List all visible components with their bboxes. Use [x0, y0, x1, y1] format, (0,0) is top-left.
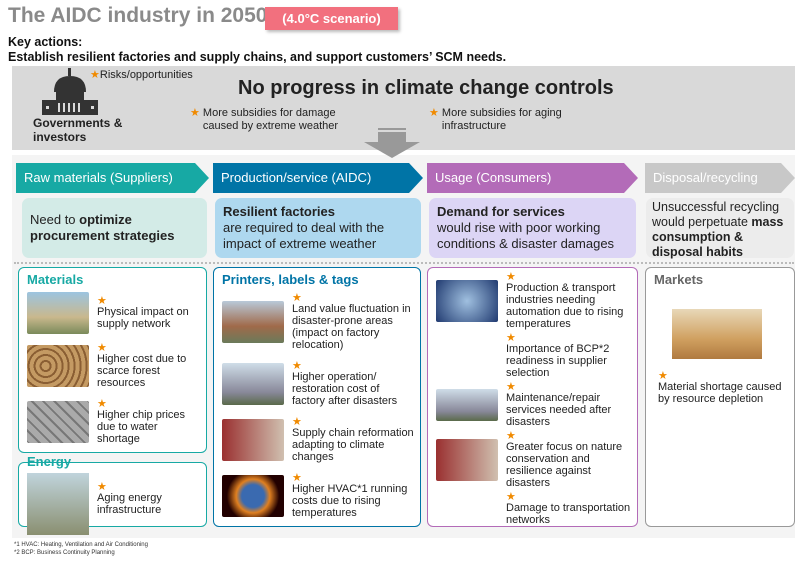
supply-network-image [27, 292, 89, 335]
star-icon: ★ [97, 342, 107, 355]
factory-image [222, 300, 284, 343]
risk-item: ★ Physical impact on supply network [97, 295, 200, 331]
desc-text: are required to deal with the impact of … [223, 220, 385, 251]
markets-box: Markets ★ Material shortage caused by res… [645, 267, 795, 527]
star-icon: ★ [506, 332, 516, 344]
band-point: ★ More subsidies for aging infrastructur… [429, 107, 579, 133]
footnote: *1 HVAC: Heating, Ventilation and Air Co… [14, 542, 148, 548]
star-icon: ★ [292, 415, 302, 428]
band-point: ★ More subsidies for damage caused by ex… [190, 107, 350, 133]
energy-title: Energy [27, 454, 72, 469]
star-icon: ★ [97, 295, 107, 308]
desert-image [672, 309, 762, 359]
transport-image [436, 439, 498, 481]
desc-bold: Resilient factories [223, 204, 335, 219]
materials-box: Materials ★ Physical impact on supply net… [18, 267, 207, 453]
risk-item: ★ Aging energy infrastructure [97, 480, 200, 516]
star-icon: ★ [97, 397, 107, 410]
star-icon: ★ [97, 480, 107, 493]
opportunity-text: Greater focus on nature conservation and… [506, 441, 623, 489]
star-icon: ★ [90, 69, 100, 81]
risk-text: Higher chip prices due to water shortage [97, 408, 186, 445]
divider [14, 262, 794, 264]
star-icon: ★ [506, 271, 516, 283]
opportunity-text: Damage to transportation networks [506, 502, 631, 526]
printers-box: Printers, labels & tags ★ Land value fluc… [213, 267, 421, 527]
dry-soil-image [27, 400, 89, 443]
legend-text: Risks/opportunities [99, 69, 193, 81]
star-icon: ★ [429, 107, 442, 119]
risk-item: ★ Higher operation/ restoration cost of f… [292, 359, 414, 407]
footnote: *2 BCP: Business Continuity Planning [14, 550, 115, 556]
down-arrow-icon [364, 128, 420, 158]
page-title: The AIDC industry in 2050 [8, 4, 268, 27]
stage-desc-raw: Need to optimize procurement strategies [22, 198, 207, 258]
risk-item: ★ Higher HVAC*1 running costs due to risi… [292, 471, 414, 519]
band-point-text: More subsidies for damage caused by extr… [202, 107, 339, 132]
actor-label: Governments & investors [33, 116, 123, 144]
hot-earth-image [222, 474, 284, 517]
stage-production: Production/service (AIDC) [213, 163, 423, 193]
legend: ★Risks/opportunities [90, 68, 193, 81]
key-actions-label: Key actions: [8, 35, 83, 49]
opportunity-item: ★ Damage to transportation networks [506, 491, 631, 527]
opportunity-text: Production & transport industries needin… [506, 282, 624, 330]
opportunity-item: ★ Importance of BCP*2 readiness in suppli… [506, 332, 631, 380]
risk-text: Aging energy infrastructure [97, 491, 162, 516]
markets-title: Markets [654, 272, 704, 287]
usage-box: ★ Production & transport industries needi… [427, 267, 638, 527]
star-icon: ★ [292, 291, 302, 304]
band-point-text: More subsidies for aging infrastructure [441, 107, 562, 132]
risk-item: ★ Land value fluctuation in disaster-pron… [292, 291, 414, 351]
risk-text: Physical impact on supply network [97, 306, 189, 331]
energy-box: Energy ★ Aging energy infrastructure [18, 454, 207, 535]
risk-text: Higher operation/ restoration cost of fa… [292, 370, 398, 407]
plant-image [222, 362, 284, 405]
risk-item: ★ Supply chain reformation adapting to cl… [292, 415, 414, 463]
logs-image [27, 345, 89, 388]
desc-bold: mass consumption & disposal habits [652, 215, 784, 259]
opportunity-text: Importance of BCP*2 readiness in supplie… [506, 343, 610, 379]
risk-text: Higher cost due to scarce forest resourc… [97, 353, 187, 390]
risk-item: ★ Higher chip prices due to water shortag… [97, 397, 200, 445]
risk-item: ★ Material shortage caused by resource de… [658, 370, 788, 406]
printers-title: Printers, labels & tags [222, 272, 359, 287]
desc-bold: Demand for services [437, 204, 565, 219]
star-icon: ★ [506, 381, 516, 393]
star-icon: ★ [658, 370, 668, 382]
scenario-badge: (4.0°C scenario) [265, 7, 398, 30]
opportunity-item: ★ Maintenance/repair services needed afte… [506, 381, 631, 429]
government-building-icon [42, 68, 98, 115]
stage-usage: Usage (Consumers) [427, 163, 638, 193]
opportunity-text: Maintenance/repair services needed after… [506, 392, 612, 428]
star-icon: ★ [190, 107, 203, 119]
star-icon: ★ [292, 359, 302, 372]
star-icon: ★ [506, 491, 516, 503]
desc-text: Need to [30, 212, 80, 227]
risk-item: ★ Higher cost due to scarce forest resour… [97, 342, 200, 390]
opportunity-item: ★ Greater focus on nature conservation an… [506, 430, 631, 490]
key-actions-text: Establish resilient factories and supply… [8, 50, 507, 64]
stage-disposal: Disposal/recycling [645, 163, 795, 193]
automation-image [436, 280, 498, 322]
star-icon: ★ [506, 430, 516, 442]
headline: No progress in climate change controls [238, 77, 614, 99]
materials-title: Materials [27, 272, 84, 287]
stage-desc-production: Resilient factories are required to deal … [215, 198, 421, 258]
risk-text: Material shortage caused by resource dep… [658, 381, 782, 405]
desc-text: would rise with poor working conditions … [437, 220, 615, 251]
desc-bold: optimize procurement strategies [30, 212, 175, 243]
truck-image [222, 418, 284, 461]
maintenance-image [436, 389, 498, 421]
stage-raw-materials: Raw materials (Suppliers) [16, 163, 209, 193]
risk-text: Land value fluctuation in disaster-prone… [292, 302, 411, 351]
risk-text: Higher HVAC*1 running costs due to risin… [292, 482, 408, 519]
risk-text: Supply chain reformation adapting to cli… [292, 426, 414, 463]
stage-desc-usage: Demand for services would rise with poor … [429, 198, 636, 258]
star-icon: ★ [292, 471, 302, 484]
energy-infrastructure-image [27, 473, 89, 535]
desc-text: Unsuccessful recycling would perpetuate [652, 200, 780, 229]
opportunity-item: ★ Production & transport industries needi… [506, 271, 631, 331]
stage-desc-disposal: Unsuccessful recycling would perpetuate … [646, 198, 794, 259]
